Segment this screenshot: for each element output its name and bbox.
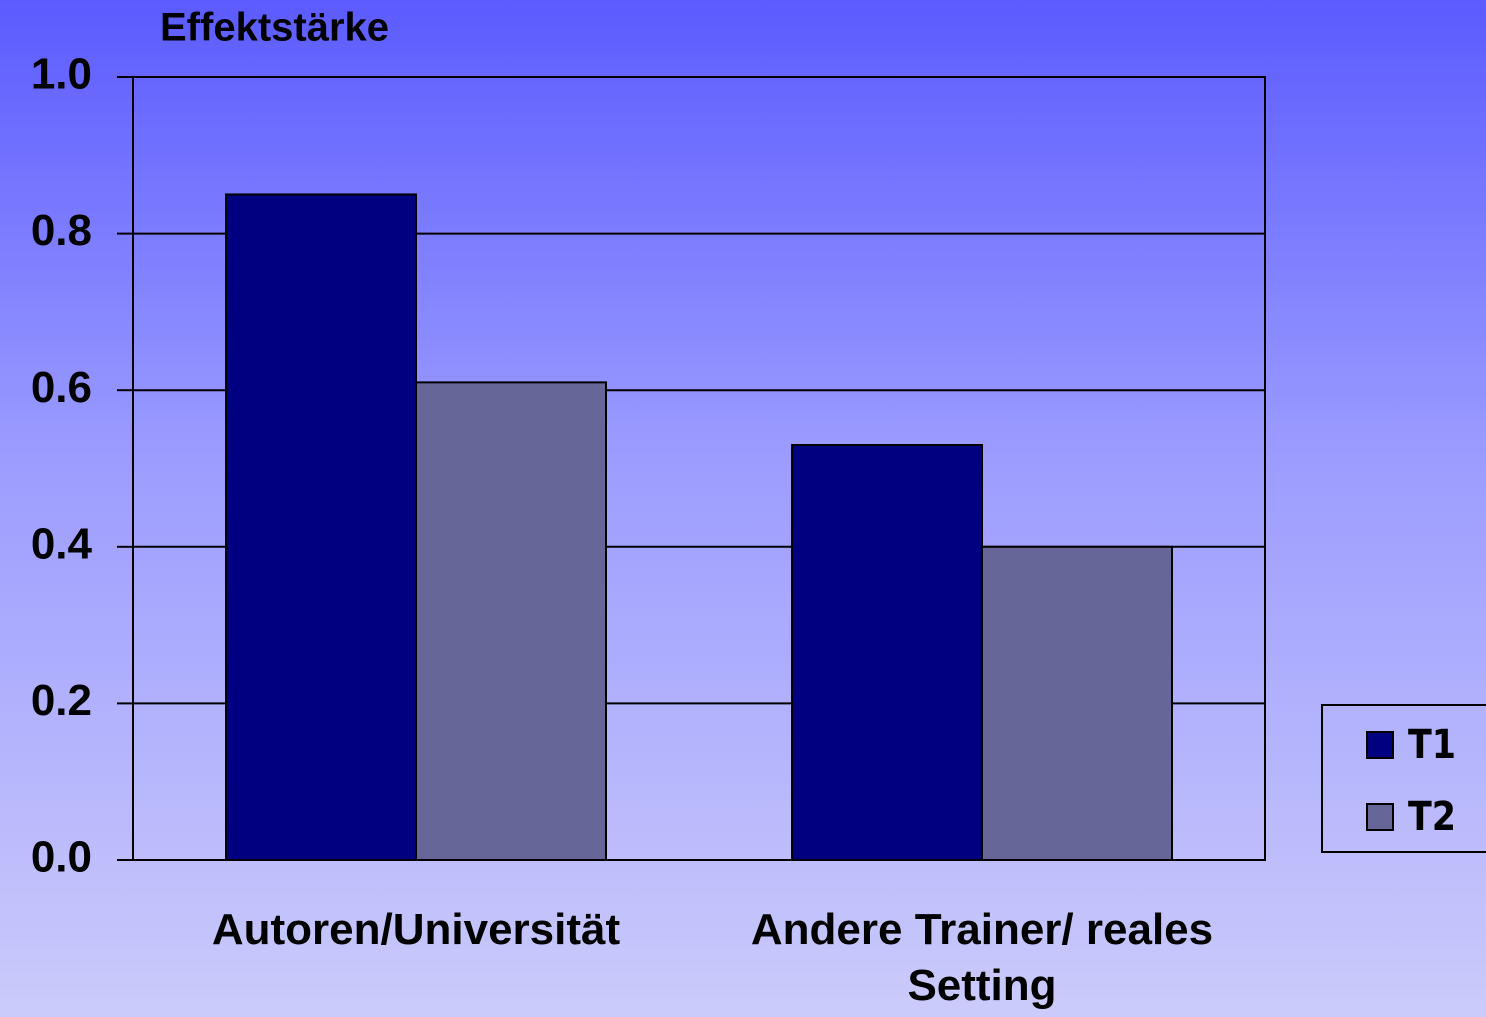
x-tick-label: Andere Trainer/ reales Setting <box>750 905 1214 1010</box>
y-tick-label: 0.6 <box>31 363 92 412</box>
y-tick-label: 0.8 <box>31 206 92 255</box>
y-tick-label: 1.0 <box>31 50 92 99</box>
legend-swatch <box>1366 803 1394 831</box>
legend-label: T1 <box>1408 722 1456 768</box>
bar <box>225 193 417 861</box>
y-tick-label: 0.0 <box>31 833 92 882</box>
chart-title: Effektstärke <box>160 6 389 50</box>
legend-box <box>1321 704 1486 853</box>
y-tick-label: 0.4 <box>31 519 93 568</box>
bar <box>791 444 983 861</box>
bar <box>981 545 1173 861</box>
y-tick-label: 0.2 <box>31 676 92 725</box>
x-tick-label: Autoren/Universität <box>211 905 621 954</box>
legend-swatch <box>1366 731 1394 759</box>
bar <box>415 381 607 861</box>
legend-label: T2 <box>1408 794 1456 840</box>
